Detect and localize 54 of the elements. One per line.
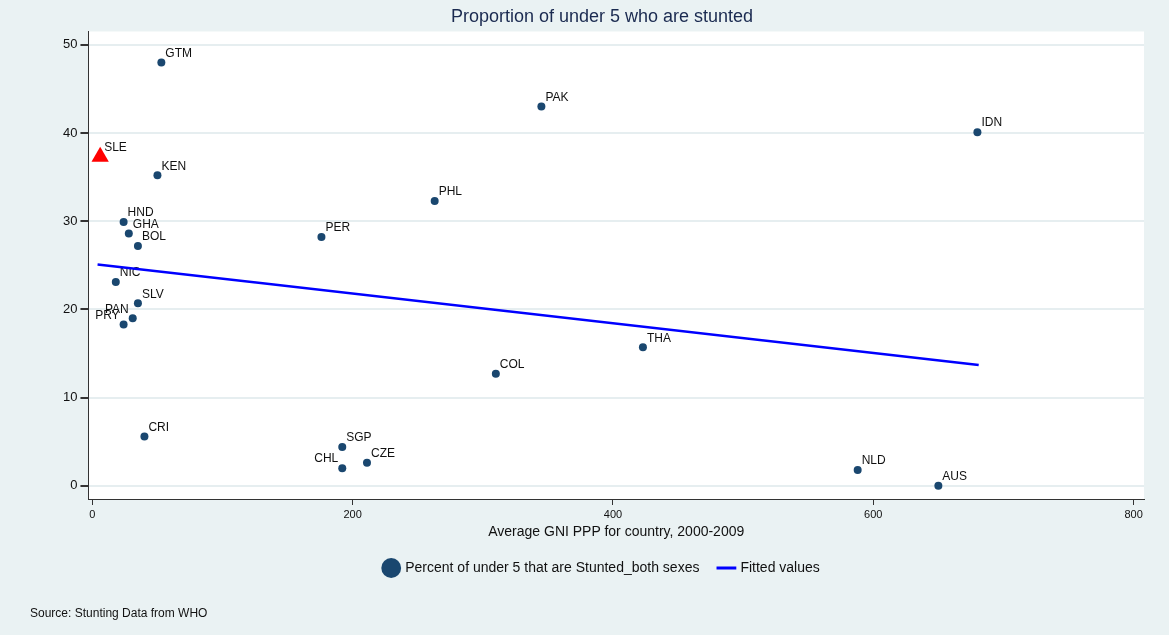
y-tick-label: 40 bbox=[62, 124, 78, 140]
x-tick-label: 600 bbox=[864, 507, 883, 520]
point bbox=[153, 171, 162, 180]
legend-label: Percent of under 5 that are Stunted_both sexes bbox=[405, 558, 700, 575]
annotation: THA bbox=[646, 330, 671, 345]
annotation: BOL bbox=[141, 229, 167, 244]
annotation: CHL bbox=[314, 451, 339, 466]
legend-label: Fitted values bbox=[740, 558, 820, 575]
point bbox=[934, 481, 943, 490]
annotation: PER bbox=[325, 220, 351, 235]
point bbox=[638, 343, 647, 352]
annotation: CZE bbox=[370, 446, 395, 461]
y-tick-label: 50 bbox=[62, 36, 78, 52]
annotation: AUS bbox=[942, 469, 968, 484]
point bbox=[119, 320, 128, 329]
point bbox=[973, 128, 982, 137]
y-tick-label: 0 bbox=[70, 477, 78, 493]
annotation: GTM bbox=[165, 45, 193, 60]
point bbox=[119, 218, 128, 227]
point bbox=[430, 196, 439, 205]
point bbox=[338, 442, 347, 451]
point bbox=[537, 102, 546, 111]
point bbox=[338, 464, 347, 473]
annotation: SGP bbox=[346, 430, 372, 445]
y-tick-label: 10 bbox=[62, 389, 78, 405]
annotation: PHL bbox=[438, 184, 463, 199]
annotation: NLD bbox=[861, 453, 886, 468]
point bbox=[317, 233, 326, 242]
point bbox=[853, 465, 862, 474]
y-tick-label: 30 bbox=[62, 212, 78, 228]
chart-title: Proportion of under 5 who are stunted bbox=[450, 5, 754, 26]
annotation: IDN bbox=[981, 115, 1003, 130]
point bbox=[133, 241, 142, 250]
point bbox=[128, 314, 137, 323]
point bbox=[157, 58, 166, 67]
point bbox=[133, 299, 142, 308]
annotation: SLV bbox=[141, 286, 164, 301]
point bbox=[362, 458, 371, 467]
source-note: Source: Stunting Data from WHO bbox=[30, 606, 208, 620]
annotation: SLE bbox=[104, 140, 127, 155]
x-tick-label: 200 bbox=[343, 507, 362, 520]
x-tick-label: 400 bbox=[603, 507, 623, 520]
point bbox=[491, 369, 500, 378]
x-tick-label: 0 bbox=[89, 507, 96, 520]
annotation: PAK bbox=[545, 89, 569, 104]
point bbox=[111, 278, 120, 287]
point bbox=[124, 229, 133, 238]
point bbox=[140, 432, 149, 441]
annotation: CRI bbox=[148, 419, 170, 434]
annotation: COL bbox=[499, 357, 525, 372]
annotation: KEN bbox=[161, 158, 187, 173]
y-tick-label: 20 bbox=[62, 300, 78, 316]
x-axis-title: Average GNI PPP for country, 2000-2009 bbox=[488, 523, 745, 540]
x-tick-label: 800 bbox=[1124, 507, 1143, 520]
